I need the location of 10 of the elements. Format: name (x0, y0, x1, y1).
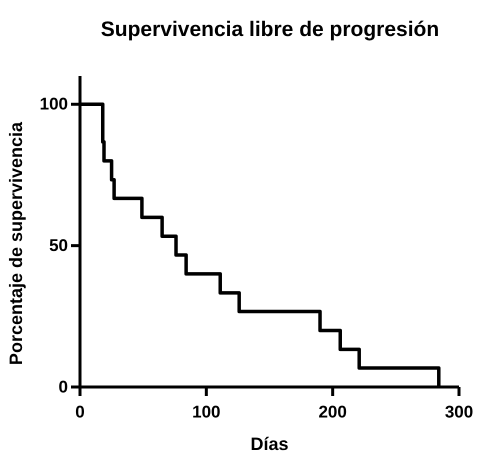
x-tick-label: 200 (318, 402, 347, 422)
y-tick-label: 50 (49, 236, 68, 256)
y-tick-label: 100 (40, 94, 68, 114)
x-axis-title: Días (250, 434, 289, 454)
y-tick-label: 0 (58, 377, 68, 396)
chart-title: Supervivencia libre de progresión (100, 18, 440, 41)
y-axis-title: Porcentaje de supervivencia (6, 120, 26, 366)
x-tick-label: 0 (75, 402, 85, 422)
x-tick-label: 100 (192, 402, 221, 422)
x-tick-label: 300 (444, 402, 474, 422)
